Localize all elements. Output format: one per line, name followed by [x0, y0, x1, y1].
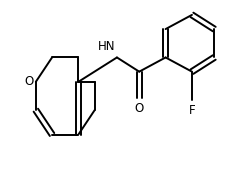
Text: O: O: [25, 75, 34, 88]
Text: F: F: [189, 104, 195, 117]
Text: HN: HN: [97, 40, 115, 53]
Text: O: O: [135, 102, 144, 115]
